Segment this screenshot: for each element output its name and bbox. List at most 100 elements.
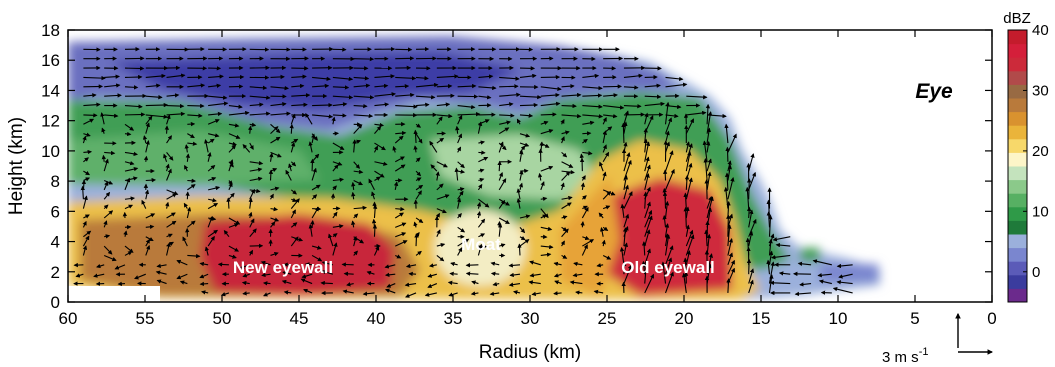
wind-vector [311, 153, 320, 163]
new-eyewall-label: New eyewall [233, 258, 333, 277]
y-tick-label: 16 [41, 51, 60, 70]
wind-vector [561, 113, 582, 119]
wind-vector [498, 198, 510, 206]
wind-vector [623, 242, 629, 256]
wind-vector [465, 271, 479, 276]
wind-vector [312, 83, 330, 89]
wind-vector [519, 169, 524, 181]
wind-vector [204, 246, 210, 256]
wind-vector [207, 138, 215, 144]
wind-vector [374, 122, 385, 128]
wind-vector [242, 144, 251, 153]
wind-vector [685, 224, 690, 237]
wind-vector [560, 240, 565, 247]
wind-vector [498, 223, 503, 237]
wind-vector [103, 254, 117, 262]
wind-vector [662, 187, 667, 200]
wind-vector [457, 213, 462, 219]
wind-vector [457, 238, 470, 247]
wind-vector [226, 197, 231, 209]
wind-vector [156, 279, 167, 285]
colorbar-swatch [1008, 43, 1027, 58]
wind-vector [457, 114, 463, 125]
wind-vector [540, 196, 548, 202]
wind-vector [83, 170, 91, 176]
wind-vector [661, 261, 667, 284]
wind-vector [436, 161, 448, 168]
x-tick-label: 45 [290, 309, 309, 328]
wind-vector [706, 127, 712, 144]
wind-vector [351, 220, 356, 228]
wind-vector [572, 272, 583, 278]
wind-vector [519, 133, 531, 138]
wind-vector [448, 292, 458, 297]
wind-vector [665, 245, 674, 266]
wind-vector [124, 166, 139, 172]
wind-vector [353, 169, 364, 175]
colorbar-swatch [1008, 152, 1027, 167]
wind-vector [291, 236, 304, 242]
wind-vector [207, 229, 219, 238]
wind-vector [702, 140, 708, 162]
wind-vector [117, 281, 126, 286]
wind-vector [166, 189, 179, 196]
wind-vector [223, 229, 230, 238]
wind-vector [665, 104, 682, 110]
wind-vector [75, 273, 84, 278]
wind-vector [623, 152, 631, 172]
wind-vector [308, 141, 313, 153]
wind-vector [384, 272, 396, 278]
wind-vector [644, 229, 651, 247]
wind-vector [683, 257, 688, 275]
wind-vector [374, 176, 381, 181]
wind-vector [82, 135, 87, 144]
wind-vector [766, 259, 771, 275]
wind-vector [114, 264, 126, 270]
wind-vector [270, 85, 290, 91]
wind-vector [746, 206, 752, 219]
wind-vector [83, 102, 101, 107]
wind-vector [270, 111, 291, 116]
wind-vector [582, 73, 600, 79]
wind-vector [706, 233, 712, 256]
wind-vector [478, 156, 489, 163]
wind-vector [285, 169, 292, 181]
wind-vector [304, 262, 313, 267]
wind-vector [351, 191, 356, 200]
wind-vector [436, 116, 443, 125]
wind-vector [145, 73, 166, 79]
wind-vector [289, 123, 294, 134]
wind-vector [662, 214, 667, 228]
eye-edge-green [800, 248, 820, 262]
wind-vector [124, 85, 139, 90]
wind-vector [599, 227, 605, 237]
wind-vector [812, 259, 832, 266]
wind-vector [489, 291, 500, 296]
wind-vector [208, 133, 220, 138]
colorbar-title: dBZ [1003, 10, 1031, 27]
wind-vector [724, 172, 730, 190]
wind-vector [457, 190, 464, 200]
wind-vector [499, 243, 506, 248]
wind-vector [499, 113, 515, 118]
wind-vector [228, 74, 245, 80]
wind-vector [727, 133, 737, 153]
wind-vector [436, 137, 445, 144]
wind-vector [374, 170, 385, 178]
wind-vector [374, 161, 388, 166]
wind-vector [260, 260, 271, 266]
wind-vector [320, 280, 333, 286]
wind-vector [331, 116, 336, 125]
wind-vector [681, 272, 687, 294]
wind-vector [290, 161, 297, 167]
wind-vector [499, 102, 514, 107]
wind-vector [561, 226, 568, 232]
y-tick-label: 12 [41, 112, 60, 131]
wind-vector [384, 264, 396, 269]
wind-vector [644, 83, 661, 88]
wind-vector [436, 194, 450, 200]
wind-vector [228, 180, 233, 186]
x-axis: 60 55 50 45 40 35 30 25 20 15 10 5 0 [59, 30, 997, 328]
wind-vector [540, 244, 554, 250]
wind-vector [623, 104, 642, 109]
